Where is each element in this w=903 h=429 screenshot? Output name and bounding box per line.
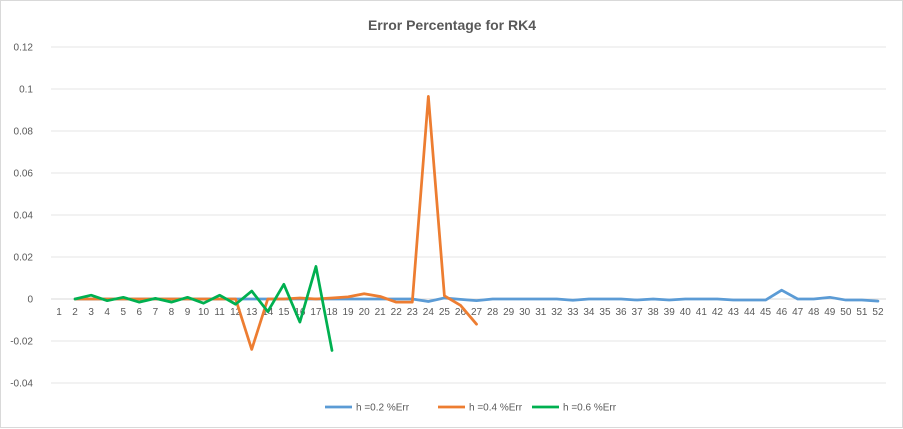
- legend-label: h =0.6 %Err: [563, 403, 617, 414]
- y-tick-label: 0.04: [14, 211, 34, 222]
- x-tick-label: 41: [696, 307, 708, 318]
- x-tick-label: 20: [359, 307, 371, 318]
- x-tick-label: 35: [599, 307, 611, 318]
- x-tick-label: 13: [246, 307, 258, 318]
- x-tick-label: 21: [375, 307, 387, 318]
- x-tick-label: 10: [198, 307, 210, 318]
- x-tick-label: 19: [343, 307, 355, 318]
- x-tick-label: 45: [760, 307, 772, 318]
- x-tick-label: 26: [455, 307, 467, 318]
- y-tick-label: 0.1: [19, 85, 33, 96]
- series-line-3: [73, 265, 334, 352]
- x-tick-label: 38: [648, 307, 660, 318]
- x-tick-label: 39: [664, 307, 676, 318]
- y-tick-label: 0: [27, 295, 33, 306]
- chart-title: Error Percentage for RK4: [368, 17, 536, 33]
- x-tick-label: 27: [471, 307, 483, 318]
- legend-label: h =0.4 %Err: [469, 403, 523, 414]
- legend-label: h =0.2 %Err: [356, 403, 410, 414]
- x-tick-label: 2: [72, 307, 78, 318]
- x-tick-label: 22: [391, 307, 403, 318]
- x-tick-label: 6: [137, 307, 143, 318]
- x-tick-label: 5: [120, 307, 126, 318]
- x-tick-label: 33: [567, 307, 579, 318]
- legend: h =0.2 %Err h =0.4 %Err h =0.6 %Err: [325, 403, 617, 414]
- x-tick-label: 47: [792, 307, 804, 318]
- x-tick-label: 12: [230, 307, 242, 318]
- x-tick-label: 44: [744, 307, 756, 318]
- gridlines: [51, 46, 886, 384]
- x-tick-label: 25: [439, 307, 451, 318]
- y-tick-label: -0.04: [10, 379, 33, 390]
- x-tick-label: 42: [712, 307, 724, 318]
- x-tick-label: 9: [185, 307, 191, 318]
- x-tick-label: 43: [728, 307, 740, 318]
- x-tick-label: 16: [294, 307, 306, 318]
- x-tick-label: 29: [503, 307, 515, 318]
- x-tick-label: 4: [104, 307, 110, 318]
- x-tick-label: 36: [615, 307, 627, 318]
- x-tick-label: 23: [407, 307, 419, 318]
- x-tick-label: 24: [423, 307, 435, 318]
- x-tick-label: 7: [153, 307, 159, 318]
- x-tick-label: 30: [519, 307, 531, 318]
- x-tick-label: 34: [583, 307, 595, 318]
- x-tick-label: 48: [808, 307, 820, 318]
- y-tick-label: 0.12: [14, 43, 34, 54]
- x-tick-label: 46: [776, 307, 788, 318]
- x-tick-label: 50: [840, 307, 852, 318]
- x-tick-label: 17: [310, 307, 322, 318]
- x-tick-label: 37: [632, 307, 644, 318]
- series-lines: [73, 94, 880, 352]
- y-tick-label: -0.02: [10, 337, 33, 348]
- y-tick-label: 0.02: [14, 253, 34, 264]
- x-tick-label: 15: [278, 307, 290, 318]
- y-tick-label: 0.06: [14, 169, 34, 180]
- x-tick-label: 49: [824, 307, 836, 318]
- x-tick-label: 32: [551, 307, 563, 318]
- x-tick-label: 3: [88, 307, 94, 318]
- x-tick-label: 40: [680, 307, 692, 318]
- x-tick-label: 8: [169, 307, 175, 318]
- y-axis-tick-labels: -0.04 -0.02 0 0.02 0.04 0.06 0.08 0.1 0.12: [10, 43, 33, 390]
- x-tick-label: 31: [535, 307, 547, 318]
- x-tick-label: 28: [487, 307, 499, 318]
- y-tick-label: 0.08: [14, 127, 34, 138]
- x-tick-label: 11: [214, 307, 225, 318]
- x-tick-label: 1: [56, 307, 62, 318]
- x-tick-label: 51: [856, 307, 868, 318]
- x-tick-label: 52: [872, 307, 884, 318]
- x-tick-label: 18: [326, 307, 338, 318]
